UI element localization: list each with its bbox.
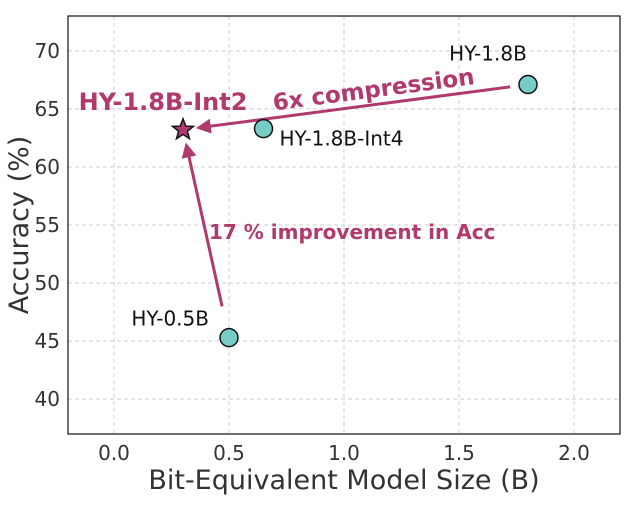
x-tick-label: 0.0 (98, 441, 130, 465)
annotation-arrow (181, 142, 224, 307)
point-labels: HY-1.8B HY-1.8B-Int4 HY-0.5B HY-1.8B-Int2 (79, 42, 527, 331)
y-tick-label: 65 (35, 97, 60, 121)
y-tick-label: 45 (35, 329, 60, 353)
x-tick-label: 1.5 (443, 441, 475, 465)
y-axis-label: Accuracy (%) (4, 136, 35, 315)
y-tick-label: 70 (35, 39, 60, 63)
hy-1-8b-int2-point (170, 116, 196, 141)
hy-1-8b-int4-point (253, 118, 274, 139)
y-tick-label: 50 (35, 271, 60, 295)
hy-1-8b-label: HY-1.8B (449, 42, 527, 66)
x-axis-label: Bit-Equivalent Model Size (B) (148, 465, 539, 496)
tick-labels: 0.0 0.5 1.0 1.5 2.0 40 45 50 55 60 65 70 (35, 39, 590, 465)
annotation-text: 6x compression (271, 64, 476, 116)
plot-frame (67, 15, 621, 435)
hy-1-8b-int2-label: HY-1.8B-Int2 (79, 88, 248, 116)
y-tick-label: 55 (35, 213, 60, 237)
hy-0-5b-point (219, 327, 239, 348)
x-tick-label: 2.0 (558, 441, 590, 465)
x-tick-label: 0.5 (213, 441, 245, 465)
annotation-texts: 6x compression 17 % improvement in Acc (209, 64, 495, 244)
hy-1-8b-int4-label: HY-1.8B-Int4 (280, 127, 404, 151)
annotation-arrows (181, 85, 511, 307)
y-tick-label: 60 (35, 155, 60, 179)
annotation-arrow (195, 85, 511, 134)
hy-1-8b-point (518, 74, 538, 95)
x-tick-label: 1.0 (328, 441, 360, 465)
hy-0-5b-label: HY-0.5B (131, 307, 209, 331)
data-points (170, 74, 538, 348)
annotation-text: 17 % improvement in Acc (209, 220, 495, 244)
y-tick-label: 40 (35, 387, 60, 411)
